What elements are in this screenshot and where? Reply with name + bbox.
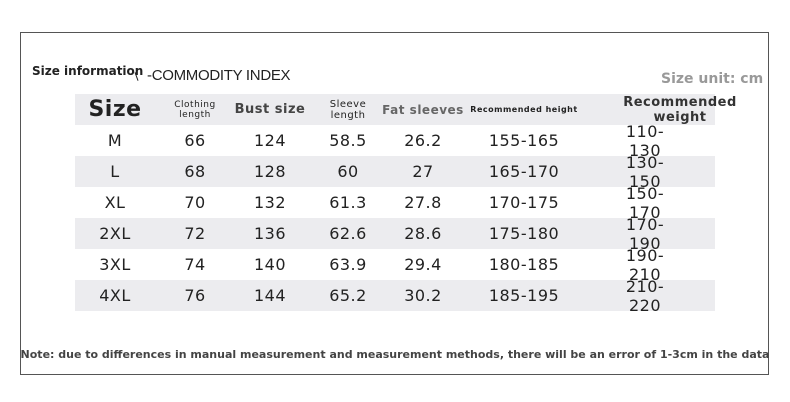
value-cell: 76 xyxy=(184,286,206,305)
column-header: Recommended height xyxy=(470,105,578,114)
size-cell: L xyxy=(110,162,120,181)
value-cell: 124 xyxy=(253,131,287,150)
value-cell: 70 xyxy=(184,193,206,212)
value-cell: 150-170 xyxy=(625,183,665,222)
table-row: 3XL 74 140 63.9 29.4 180-185 190-210 xyxy=(75,245,715,284)
column-header: Sleeve length xyxy=(329,98,367,121)
header-row: Size Clothing length Bust size Sleeve lengt… xyxy=(75,94,736,125)
value-cell: 128 xyxy=(253,162,287,181)
size-cell: M xyxy=(107,131,123,150)
unit-label: Size unit: cm xyxy=(661,71,764,87)
value-cell: 28.6 xyxy=(404,224,442,243)
value-cell: 63.9 xyxy=(329,255,367,274)
table-row: 4XL 76 144 65.2 30.2 185-195 210-220 xyxy=(75,276,715,315)
value-cell: 140 xyxy=(253,255,287,274)
value-cell: 180-185 xyxy=(488,255,560,274)
size-cell: 4XL xyxy=(99,286,131,305)
table-row: XL 70 132 61.3 27.8 170-175 150-170 xyxy=(75,183,715,222)
value-cell: 27.8 xyxy=(404,193,442,212)
column-header: Bust size xyxy=(234,102,306,117)
value-cell: 110-130 xyxy=(625,121,665,160)
value-cell: 185-195 xyxy=(488,286,560,305)
value-cell: 165-170 xyxy=(488,162,560,181)
value-cell: 26.2 xyxy=(404,131,442,150)
column-header: Size xyxy=(88,97,142,122)
size-cell: XL xyxy=(104,193,126,212)
value-cell: 130-150 xyxy=(625,152,665,191)
value-cell: 58.5 xyxy=(329,131,367,150)
value-cell: 132 xyxy=(253,193,287,212)
value-cell: 27 xyxy=(412,162,434,181)
value-cell: 61.3 xyxy=(329,193,367,212)
value-cell: 170-190 xyxy=(625,214,665,253)
value-cell: 155-165 xyxy=(488,131,560,150)
value-cell: 30.2 xyxy=(404,286,442,305)
table-row: M 66 124 58.5 26.2 155-165 110-130 xyxy=(75,121,715,160)
value-cell: 74 xyxy=(184,255,206,274)
subtitle: -COMMODITY INDEX xyxy=(147,67,291,84)
value-cell: 210-220 xyxy=(625,276,665,315)
column-header: Clothing length xyxy=(174,99,216,120)
value-cell: 66 xyxy=(184,131,206,150)
value-cell: 68 xyxy=(184,162,206,181)
column-header: Recommended weight xyxy=(623,94,737,125)
value-cell: 72 xyxy=(184,224,206,243)
value-cell: 170-175 xyxy=(488,193,560,212)
table-row: L 68 128 60 27 165-170 130-150 xyxy=(75,152,715,191)
value-cell: 65.2 xyxy=(329,286,367,305)
column-header: Fat sleeves xyxy=(382,102,464,117)
value-cell: 144 xyxy=(253,286,287,305)
size-cell: 3XL xyxy=(99,255,131,274)
size-cell: 2XL xyxy=(99,224,131,243)
value-cell: 190-210 xyxy=(625,245,665,284)
note: Note: due to differences in manual measu… xyxy=(20,348,770,361)
value-cell: 29.4 xyxy=(404,255,442,274)
value-cell: 60 xyxy=(337,162,359,181)
value-cell: 62.6 xyxy=(329,224,367,243)
value-cell: 175-180 xyxy=(488,224,560,243)
title: Size information xyxy=(32,64,144,78)
frame xyxy=(20,32,769,375)
table-row: 2XL 72 136 62.6 28.6 175-180 170-190 xyxy=(75,214,715,253)
value-cell: 136 xyxy=(253,224,287,243)
